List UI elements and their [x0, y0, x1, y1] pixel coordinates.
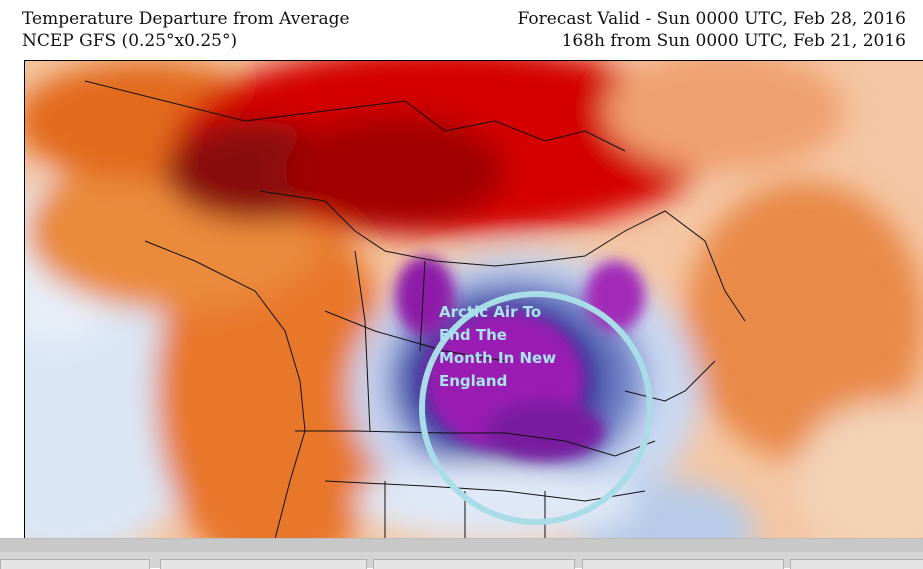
anomaly-cold-core	[395, 256, 645, 461]
header-left: Temperature Departure from Average NCEP …	[22, 8, 350, 52]
map-title: Temperature Departure from Average	[22, 9, 350, 29]
taskbar-slot-4[interactable]	[582, 559, 784, 569]
arctic-air-callout: Arctic Air To End The Month In New Engla…	[439, 301, 579, 393]
taskbar-strip	[0, 539, 923, 552]
model-label: NCEP GFS (0.25°x0.25°)	[22, 31, 238, 51]
taskbar	[0, 538, 923, 569]
highlight-circle	[419, 291, 653, 525]
callout-line-1: Arctic Air To	[439, 303, 542, 321]
temperature-anomaly-map: Arctic Air To End The Month In New Engla…	[24, 60, 923, 539]
taskbar-slot-2[interactable]	[160, 559, 367, 569]
forecast-lead-label: 168h from Sun 0000 UTC, Feb 21, 2016	[561, 31, 906, 51]
map-canvas	[25, 61, 923, 539]
header-right: Forecast Valid - Sun 0000 UTC, Feb 28, 2…	[518, 8, 906, 52]
taskbar-slot-5[interactable]	[790, 559, 923, 569]
callout-line-3: Month In New	[439, 349, 557, 367]
taskbar-slot-3[interactable]	[373, 559, 575, 569]
callout-line-4: England	[439, 372, 508, 390]
taskbar-slot-1[interactable]	[0, 559, 150, 569]
callout-line-2: End The	[439, 326, 507, 344]
forecast-valid-label: Forecast Valid - Sun 0000 UTC, Feb 28, 2…	[517, 9, 906, 29]
